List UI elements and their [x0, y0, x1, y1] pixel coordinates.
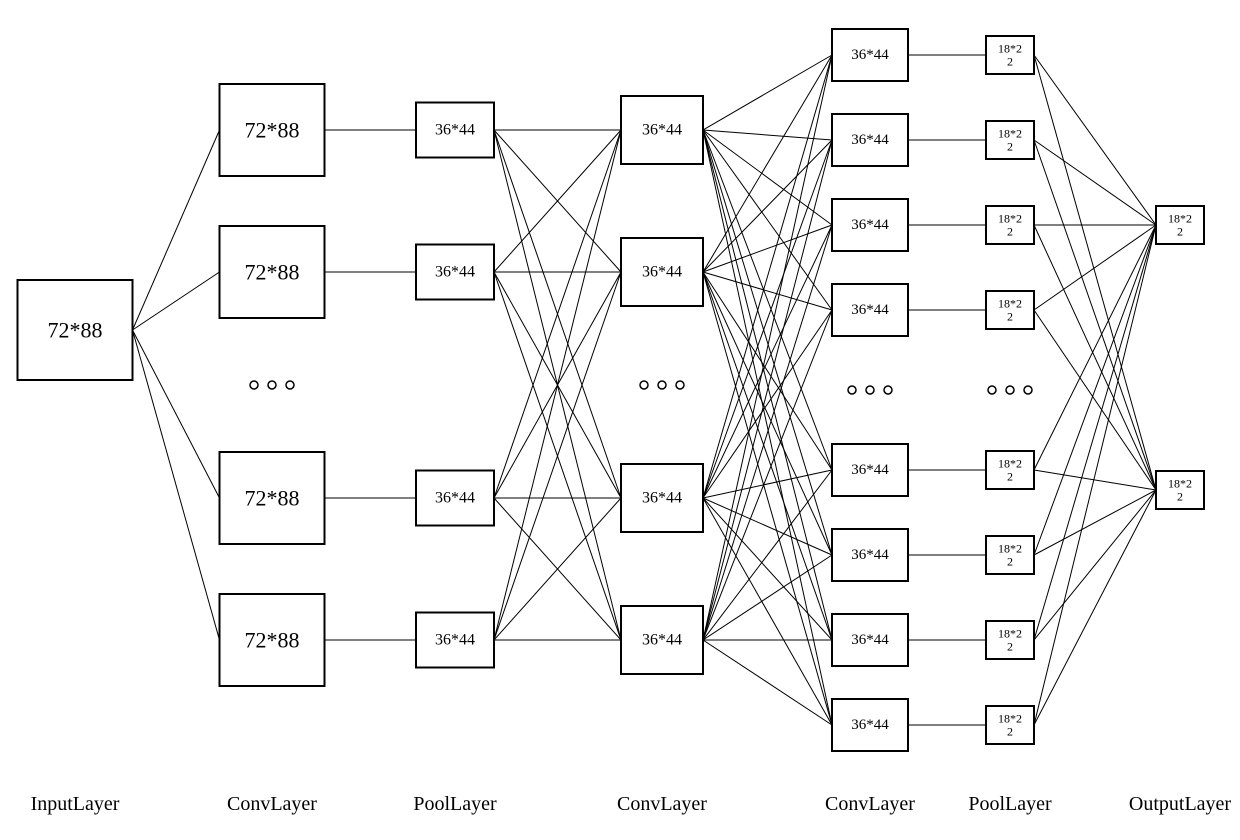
input-node-label: 72*88	[48, 318, 103, 343]
conv1-node-label: 72*88	[245, 628, 300, 653]
pool1-node-label: 36*44	[435, 264, 475, 281]
ellipsis-dot	[988, 386, 996, 394]
column-input: 72*88 InputLayer	[18, 280, 133, 815]
conv3-node-label: 36*44	[851, 132, 889, 148]
layer-label-pool2: PoolLayer	[968, 793, 1052, 815]
edge	[703, 470, 832, 640]
edge	[1034, 140, 1156, 490]
edge	[1034, 225, 1156, 490]
edge	[1034, 225, 1156, 310]
ellipsis-dot	[848, 386, 856, 394]
ellipsis-dot	[1024, 386, 1032, 394]
conv2-node-label: 36*44	[642, 632, 682, 649]
pool1-node-label: 36*44	[435, 632, 475, 649]
edge	[1034, 55, 1156, 225]
column-pool2: 18*2218*2218*2218*2218*2218*2218*2218*22…	[968, 36, 1052, 815]
edge	[1034, 490, 1156, 555]
edge	[703, 55, 832, 272]
ellipsis-dot	[268, 381, 276, 389]
edge	[703, 272, 832, 470]
ellipsis-dot	[250, 381, 258, 389]
edge	[703, 640, 832, 725]
layer-label-conv2: ConvLayer	[617, 793, 707, 815]
column-conv2: 36*44 36*44 36*44 36*44 ConvLayer	[617, 96, 707, 815]
edge	[703, 498, 832, 725]
ellipsis-dot	[640, 381, 648, 389]
edge	[1034, 225, 1156, 725]
column-output: 18*2218*22OutputLayer	[1129, 206, 1232, 815]
edge	[1034, 490, 1156, 640]
ellipsis-dot	[286, 381, 294, 389]
ellipsis-dot	[676, 381, 684, 389]
conv3-node-label: 36*44	[851, 632, 889, 648]
edge	[1034, 55, 1156, 490]
conv3-node-label: 36*44	[851, 47, 889, 63]
edge	[703, 130, 832, 470]
ellipsis-dot	[884, 386, 892, 394]
ellipsis-dot	[866, 386, 874, 394]
layer-label-input: InputLayer	[31, 793, 120, 815]
column-conv3: 36*44 36*44 36*44 36*44 36*44 36*44 36*44 36*44…	[825, 29, 915, 815]
conv3-node-label: 36*44	[851, 217, 889, 233]
pool1-node-label: 36*44	[435, 122, 475, 139]
pool1-node-label: 36*44	[435, 490, 475, 507]
ellipsis-dot	[1006, 386, 1014, 394]
layer-label-conv3: ConvLayer	[825, 793, 915, 815]
edge	[703, 55, 832, 640]
edge	[703, 498, 832, 640]
ellipsis-dot	[658, 381, 666, 389]
column-conv1: 72*88 72*88 72*88 72*88 ConvLayer	[220, 84, 325, 815]
edge	[1034, 140, 1156, 225]
conv1-node-label: 72*88	[245, 260, 300, 285]
conv3-node-label: 36*44	[851, 462, 889, 478]
edge	[703, 130, 832, 140]
edge	[703, 272, 832, 725]
conv2-node-label: 36*44	[642, 122, 682, 139]
edge	[703, 555, 832, 640]
edge	[1034, 490, 1156, 725]
layer-label-conv1: ConvLayer	[227, 793, 317, 815]
conv1-node-label: 72*88	[245, 486, 300, 511]
edge	[133, 330, 220, 640]
conv3-node-label: 36*44	[851, 547, 889, 563]
layer-label-pool1: PoolLayer	[413, 793, 497, 815]
conv3-node-label: 36*44	[851, 717, 889, 733]
conv2-node-label: 36*44	[642, 264, 682, 281]
edge	[1034, 310, 1156, 490]
edge	[133, 330, 220, 498]
column-pool1: 36*44 36*44 36*44 36*44 PoolLayer	[413, 103, 497, 816]
layer-label-output: OutputLayer	[1129, 793, 1232, 815]
edge	[703, 55, 832, 130]
conv3-node-label: 36*44	[851, 302, 889, 318]
cnn-architecture-diagram: 72*88 InputLayer 72*88 72*88 72*88 72*88 ConvL…	[0, 0, 1240, 840]
edge	[703, 310, 832, 640]
conv2-node-label: 36*44	[642, 490, 682, 507]
conv1-node-label: 72*88	[245, 118, 300, 143]
edge	[703, 498, 832, 555]
edge	[703, 272, 832, 555]
edge	[133, 130, 220, 330]
edge	[1034, 225, 1156, 555]
